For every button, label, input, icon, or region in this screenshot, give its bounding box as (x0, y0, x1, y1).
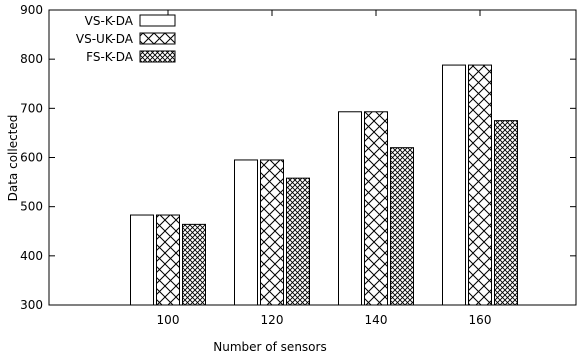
y-tick-label: 300 (20, 298, 43, 312)
bar-vs-k-da (338, 111, 362, 306)
legend-label: VS-UK-DA (76, 32, 134, 46)
y-tick-label: 800 (20, 52, 43, 66)
legend-swatch (139, 14, 176, 27)
y-tick-label: 500 (20, 200, 43, 214)
bar-vs-k-da (234, 159, 258, 306)
bar-vs-uk-da (468, 64, 492, 306)
x-tick-label: 120 (261, 313, 284, 327)
bar-fs-k-da (494, 120, 518, 306)
bar-fs-k-da (182, 223, 206, 306)
legend-swatch (139, 50, 176, 63)
y-tick-label: 600 (20, 151, 43, 165)
bar-vs-k-da (442, 64, 466, 306)
y-tick-label: 400 (20, 249, 43, 263)
bar-fs-k-da (286, 177, 310, 306)
x-tick-label: 100 (157, 313, 180, 327)
y-axis-label: Data collected (6, 115, 20, 202)
x-tick-label: 140 (365, 313, 388, 327)
bar-vs-k-da (130, 214, 154, 306)
bar-vs-uk-da (364, 111, 388, 306)
bar-vs-uk-da (260, 159, 284, 306)
y-tick-label: 900 (20, 3, 43, 17)
bar-fs-k-da (390, 147, 414, 306)
legend-label: VS-K-DA (85, 14, 134, 28)
y-tick-label: 700 (20, 101, 43, 115)
x-axis-label: Number of sensors (213, 340, 326, 354)
bar-vs-uk-da (156, 214, 180, 306)
legend-swatch (139, 32, 176, 45)
legend-label: FS-K-DA (86, 50, 134, 64)
x-tick-label: 160 (469, 313, 492, 327)
